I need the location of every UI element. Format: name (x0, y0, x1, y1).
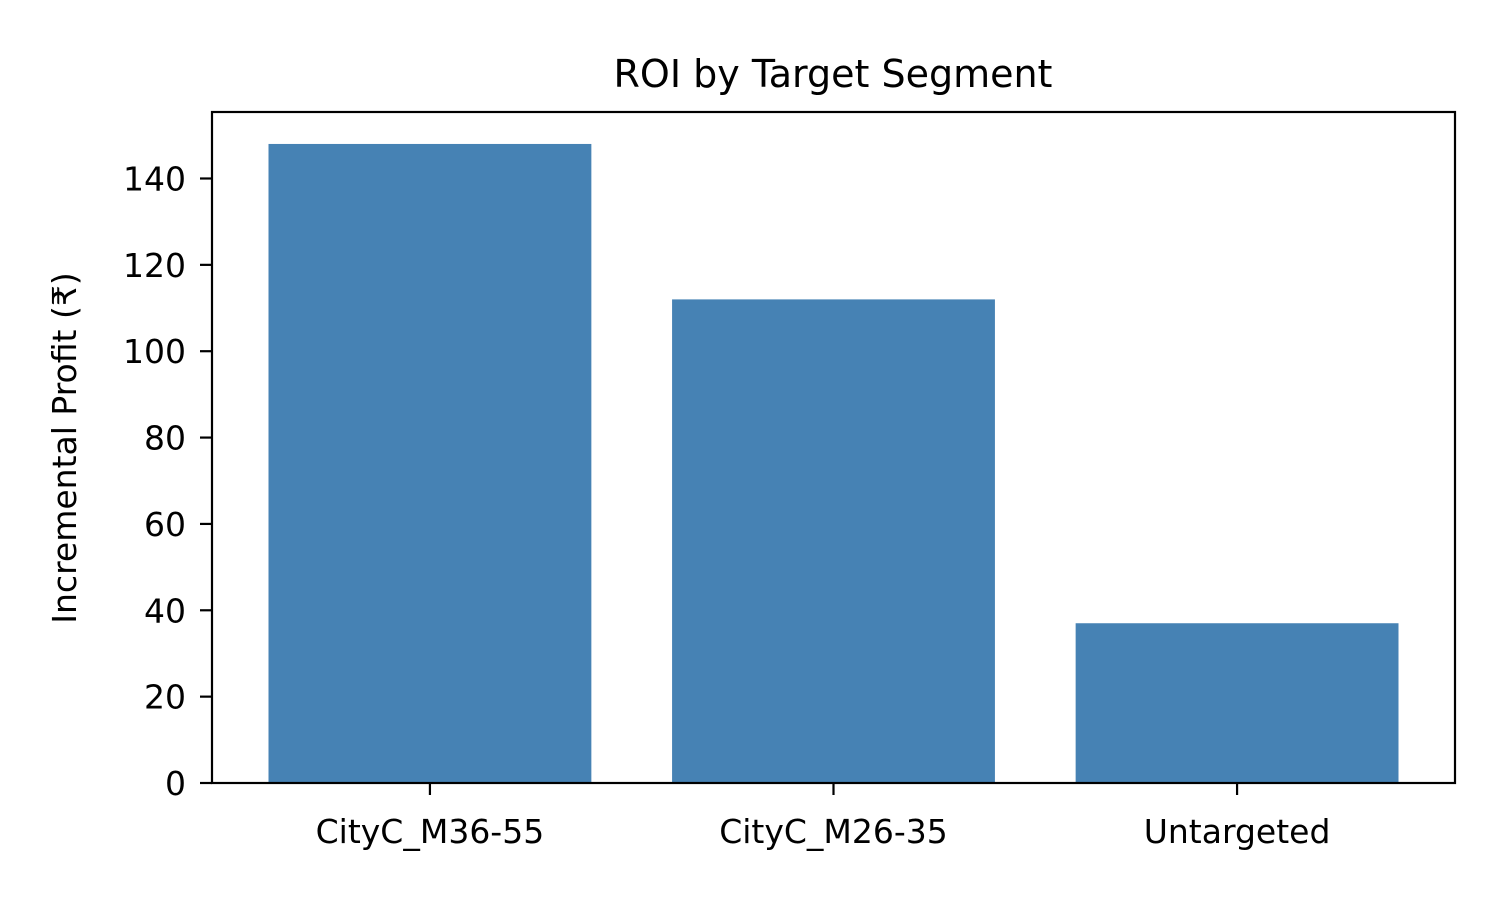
y-axis: 0 20 40 60 80 100 120 140 (123, 159, 212, 803)
y-tick-label: 120 (123, 246, 186, 285)
y-tick-label: 20 (144, 678, 186, 717)
x-tick-label: CityC_M26-35 (719, 812, 948, 851)
bar-2 (672, 299, 995, 783)
y-tick-label: 140 (123, 159, 186, 198)
y-tick-label: 100 (123, 332, 186, 371)
bar-1 (268, 143, 592, 783)
plot-frame (210, 110, 1457, 785)
y-axis-label: Incremental Profit (₹) (45, 272, 84, 623)
y-tick-label: 80 (144, 419, 186, 458)
y-tick-label: 40 (144, 591, 186, 630)
x-axis: CityC_M36-55 CityC_M26-35 Untargeted (316, 783, 1331, 851)
x-tick-label: Untargeted (1144, 812, 1331, 851)
y-tick-label: 0 (165, 764, 186, 803)
x-tick-label: CityC_M36-55 (316, 812, 545, 851)
bars-group (268, 143, 1399, 783)
chart-title: ROI by Target Segment (614, 52, 1053, 96)
y-tick-label: 60 (144, 505, 186, 544)
bar-3 (1075, 623, 1399, 783)
